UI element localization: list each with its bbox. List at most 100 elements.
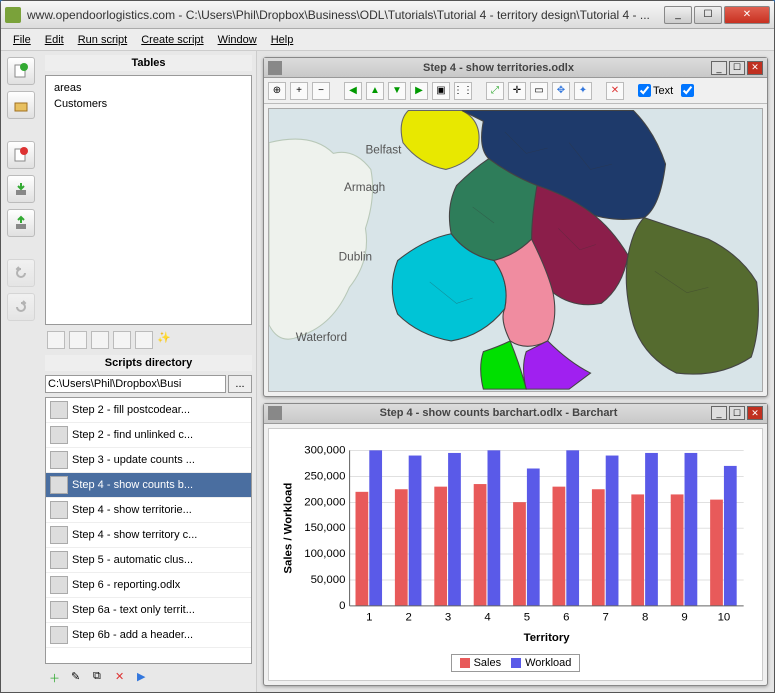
- nav-left-icon[interactable]: ◀: [344, 82, 362, 100]
- main-area: Tables areas Customers ✨ Scripts directo…: [1, 51, 774, 692]
- svg-text:0: 0: [339, 600, 345, 612]
- menu-run-script[interactable]: Run script: [72, 32, 134, 48]
- left-column: Tables areas Customers ✨ Scripts directo…: [1, 51, 257, 692]
- right-column: Step 4 - show territories.odlx _ ☐ ✕ ⊕ +…: [257, 51, 774, 692]
- open-file-icon[interactable]: [7, 91, 35, 119]
- nav-down-icon[interactable]: ▼: [388, 82, 406, 100]
- vertical-toolbar: [1, 51, 41, 692]
- chart-area: 050,000100,000150,000200,000250,000300,0…: [268, 428, 763, 681]
- close-button[interactable]: ✕: [724, 6, 770, 24]
- table-item-areas[interactable]: areas: [50, 80, 247, 96]
- scripts-header: Scripts directory: [45, 355, 252, 371]
- svg-text:4: 4: [484, 611, 490, 623]
- label-dublin: Dublin: [339, 251, 372, 264]
- svg-text:250,000: 250,000: [304, 470, 345, 482]
- camera-icon[interactable]: ▣: [432, 82, 450, 100]
- script-item[interactable]: Step 2 - fill postcodear...: [46, 398, 251, 423]
- map-view[interactable]: Belfast Armagh Dublin Waterford: [268, 108, 763, 392]
- minimize-button[interactable]: _: [664, 6, 692, 24]
- delete-file-icon[interactable]: [7, 141, 35, 169]
- left-panels: Tables areas Customers ✨ Scripts directo…: [41, 51, 256, 692]
- app-icon: [5, 7, 21, 23]
- script-label: Step 6b - add a header...: [72, 629, 193, 641]
- copy2-icon[interactable]: [91, 331, 109, 349]
- map-window-icon: [268, 61, 282, 75]
- undo-icon[interactable]: [7, 259, 35, 287]
- menu-window[interactable]: Window: [212, 32, 263, 48]
- add-table-icon[interactable]: [47, 331, 65, 349]
- menu-edit[interactable]: Edit: [39, 32, 70, 48]
- center-icon[interactable]: ✛: [508, 82, 526, 100]
- redo-icon[interactable]: [7, 293, 35, 321]
- maximize-button[interactable]: ☐: [694, 6, 722, 24]
- table-item-customers[interactable]: Customers: [50, 96, 247, 112]
- nav-right-icon[interactable]: ▶: [410, 82, 428, 100]
- copy4-icon[interactable]: [135, 331, 153, 349]
- script-label: Step 6 - reporting.odlx: [72, 579, 180, 591]
- chart-min-button[interactable]: _: [711, 406, 727, 420]
- script-icon: [50, 451, 68, 469]
- delete-sel-icon[interactable]: ✕: [606, 82, 624, 100]
- map-titlebar: Step 4 - show territories.odlx _ ☐ ✕: [264, 58, 767, 78]
- script-item[interactable]: Step 2 - find unlinked c...: [46, 423, 251, 448]
- nav-up-icon[interactable]: ▲: [366, 82, 384, 100]
- script-label: Step 3 - update counts ...: [72, 454, 195, 466]
- script-item[interactable]: Step 4 - show territory c...: [46, 523, 251, 548]
- script-label: Step 2 - find unlinked c...: [72, 429, 193, 441]
- map-max-button[interactable]: ☐: [729, 61, 745, 75]
- svg-text:9: 9: [681, 611, 687, 623]
- script-item[interactable]: Step 4 - show territorie...: [46, 498, 251, 523]
- chart-close-button[interactable]: ✕: [747, 406, 763, 420]
- svg-text:100,000: 100,000: [304, 548, 345, 560]
- run-script-icon[interactable]: ▶: [137, 670, 153, 686]
- script-label: Step 5 - automatic clus...: [72, 554, 193, 566]
- script-item[interactable]: Step 4 - show counts b...: [46, 473, 251, 498]
- text-checkbox-label: Text: [653, 85, 673, 97]
- map-window-title: Step 4 - show territories.odlx: [286, 62, 711, 74]
- script-item[interactable]: Step 6 - reporting.odlx: [46, 573, 251, 598]
- zoom-fit-icon[interactable]: ⊕: [268, 82, 286, 100]
- map-close-button[interactable]: ✕: [747, 61, 763, 75]
- move-icon[interactable]: ✥: [552, 82, 570, 100]
- pan-icon[interactable]: ✦: [574, 82, 592, 100]
- new-file-icon[interactable]: [7, 57, 35, 85]
- scripts-list[interactable]: Step 2 - fill postcodear... Step 2 - find…: [45, 397, 252, 664]
- menu-help[interactable]: Help: [265, 32, 300, 48]
- script-item[interactable]: Step 6a - text only territ...: [46, 598, 251, 623]
- script-item[interactable]: Step 6b - add a header...: [46, 623, 251, 648]
- delete-script-icon[interactable]: ✕: [115, 670, 131, 686]
- chart-max-button[interactable]: ☐: [729, 406, 745, 420]
- script-item[interactable]: Step 3 - update counts ...: [46, 448, 251, 473]
- script-label: Step 4 - show territory c...: [72, 529, 197, 541]
- export-icon[interactable]: [7, 209, 35, 237]
- expand-icon[interactable]: ⤢: [486, 82, 504, 100]
- svg-text:2: 2: [406, 611, 412, 623]
- text-checkbox-2[interactable]: [681, 84, 694, 97]
- svg-text:Sales / Workload: Sales / Workload: [283, 482, 295, 573]
- menu-file[interactable]: File: [7, 32, 37, 48]
- wand-icon[interactable]: ✨: [157, 331, 175, 349]
- script-icon: [50, 401, 68, 419]
- titlebar: www.opendoorlogistics.com - C:\Users\Phi…: [1, 1, 774, 29]
- copy3-icon[interactable]: [113, 331, 131, 349]
- select-icon[interactable]: ▭: [530, 82, 548, 100]
- menu-create-script[interactable]: Create script: [135, 32, 209, 48]
- copy-icon[interactable]: [69, 331, 87, 349]
- legend-icon[interactable]: ⋮⋮: [454, 82, 472, 100]
- browse-button[interactable]: ...: [228, 375, 252, 393]
- import-icon[interactable]: [7, 175, 35, 203]
- zoom-in-icon[interactable]: +: [290, 82, 308, 100]
- scripts-path-input[interactable]: [45, 375, 226, 393]
- add-script-icon[interactable]: ＋: [49, 670, 65, 686]
- zoom-out-icon[interactable]: −: [312, 82, 330, 100]
- script-icon: [50, 626, 68, 644]
- script-item[interactable]: Step 5 - automatic clus...: [46, 548, 251, 573]
- map-min-button[interactable]: _: [711, 61, 727, 75]
- edit-script-icon[interactable]: ✎: [71, 670, 87, 686]
- script-icon: [50, 476, 68, 494]
- svg-text:300,000: 300,000: [304, 444, 345, 456]
- copy-script-icon[interactable]: ⧉: [93, 670, 109, 686]
- svg-text:50,000: 50,000: [311, 574, 346, 586]
- text-checkbox[interactable]: [638, 84, 651, 97]
- tables-list[interactable]: areas Customers: [45, 75, 252, 325]
